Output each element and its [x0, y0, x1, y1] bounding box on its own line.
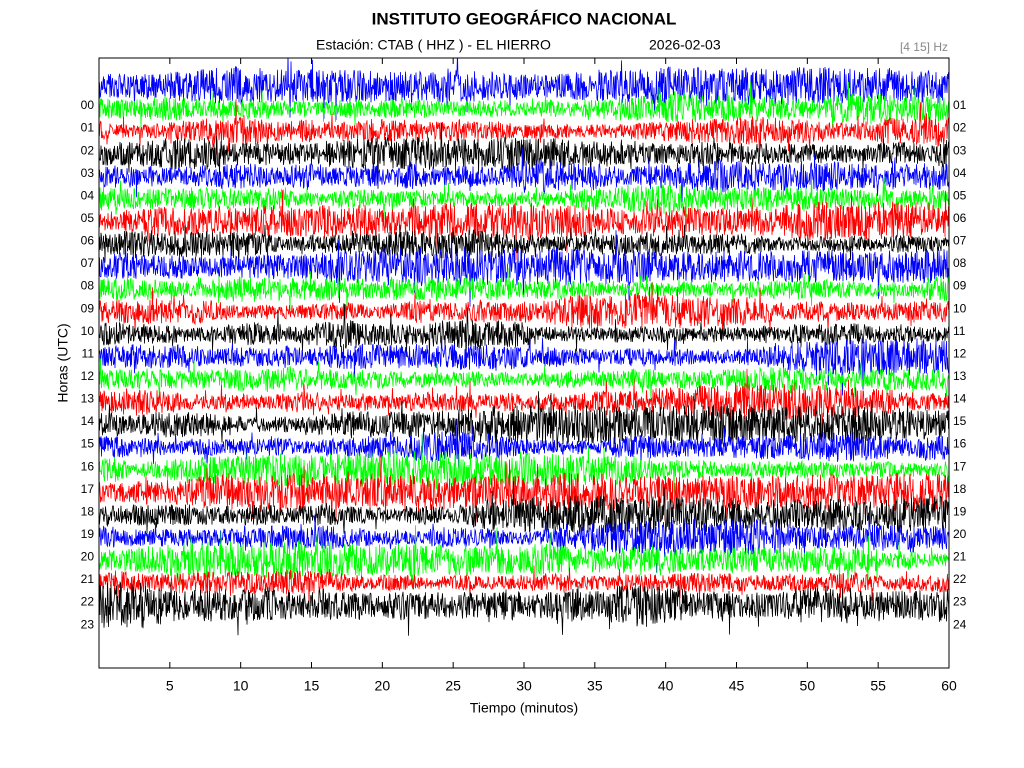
- hour-label-right: 21: [953, 550, 967, 564]
- hour-label-right: 05: [953, 188, 967, 202]
- hour-label-right: 10: [953, 301, 967, 315]
- hour-label-right: 14: [953, 392, 967, 406]
- x-tick-label: 10: [233, 678, 249, 694]
- hour-label-left: 01: [81, 121, 95, 135]
- trace: [99, 282, 949, 334]
- trace: [99, 173, 949, 220]
- trace: [99, 391, 949, 462]
- hour-label-left: 20: [81, 550, 95, 564]
- x-tick-label: 35: [587, 678, 603, 694]
- trace: [99, 224, 949, 268]
- trace: [99, 434, 949, 501]
- filter-label: [4 15] Hz: [900, 40, 948, 54]
- hour-label-right: 18: [953, 482, 967, 496]
- trace: [99, 122, 949, 189]
- hour-label-right: 06: [953, 211, 967, 225]
- hour-label-right: 22: [953, 572, 967, 586]
- trace: [99, 525, 949, 594]
- hour-label-left: 18: [81, 504, 95, 518]
- hour-label-left: 12: [81, 369, 95, 383]
- hour-label-left: 04: [81, 188, 95, 202]
- x-tick-label: 50: [800, 678, 816, 694]
- hour-label-left: 00: [81, 98, 95, 112]
- hour-label-left: 21: [81, 572, 95, 586]
- x-tick-label: 20: [375, 678, 391, 694]
- hour-label-right: 12: [953, 346, 967, 360]
- hour-label-left: 07: [81, 256, 95, 270]
- x-tick-label: 40: [658, 678, 674, 694]
- trace: [99, 334, 949, 396]
- trace: [99, 267, 949, 313]
- hour-label-left: 10: [81, 324, 95, 338]
- x-axis-label: Tiempo (minutos): [470, 700, 578, 716]
- hour-label-left: 09: [81, 301, 95, 315]
- hour-label-left: 19: [81, 527, 95, 541]
- hour-label-left: 22: [81, 595, 95, 609]
- hour-label-right: 19: [953, 504, 967, 518]
- hour-label-right: 20: [953, 527, 967, 541]
- hour-label-left: 15: [81, 437, 95, 451]
- x-tick-label: 15: [304, 678, 320, 694]
- trace: [99, 99, 949, 157]
- x-tick-label: 25: [445, 678, 461, 694]
- hour-label-right: 16: [953, 437, 967, 451]
- hour-label-right: 23: [953, 595, 967, 609]
- trace: [99, 368, 949, 438]
- trace: [99, 565, 949, 609]
- hour-label-left: 06: [81, 234, 95, 248]
- trace: [99, 358, 949, 404]
- trace: [99, 147, 949, 204]
- trace: [99, 510, 949, 573]
- x-tick-label: 45: [729, 678, 745, 694]
- hour-label-left: 05: [81, 211, 95, 225]
- x-tick-label: 60: [941, 678, 957, 694]
- hour-label-right: 15: [953, 414, 967, 428]
- hour-label-left: 02: [81, 143, 95, 157]
- hour-label-right: 17: [953, 459, 967, 473]
- trace: [99, 419, 949, 468]
- trace: [99, 303, 949, 363]
- hour-label-left: 03: [81, 166, 95, 180]
- hour-label-right: 01: [953, 98, 967, 112]
- hour-label-left: 17: [81, 482, 95, 496]
- hour-label-left: 11: [82, 346, 95, 360]
- trace: [99, 190, 949, 261]
- hour-label-left: 08: [81, 279, 95, 293]
- x-tick-label: 5: [166, 678, 174, 694]
- x-tick-label: 30: [516, 678, 532, 694]
- x-tick-label: 55: [870, 678, 886, 694]
- hour-label-right: 24: [953, 617, 967, 631]
- trace: [99, 58, 949, 121]
- hour-label-left: 14: [81, 414, 95, 428]
- trace: [99, 230, 949, 307]
- trace: [99, 481, 949, 549]
- trace: [99, 79, 949, 130]
- subtitle: Estación: CTAB ( HHZ ) - EL HIERRO: [316, 37, 551, 53]
- traces: [99, 58, 949, 636]
- hour-label-right: 11: [953, 324, 966, 338]
- trace: [99, 582, 949, 636]
- date: 2026-02-03: [649, 37, 721, 53]
- hour-label-right: 07: [953, 234, 967, 248]
- trace: [99, 453, 949, 535]
- hour-label-left: 16: [81, 459, 95, 473]
- chart-title: INSTITUTO GEOGRÁFICO NACIONAL: [372, 9, 677, 28]
- hour-label-left: 13: [81, 392, 95, 406]
- hour-label-right: 04: [953, 166, 967, 180]
- hour-label-right: 08: [953, 256, 967, 270]
- y-axis-label: Horas (UTC): [55, 323, 71, 402]
- hour-label-right: 02: [953, 121, 967, 135]
- hour-label-right: 03: [953, 143, 967, 157]
- hour-label-right: 09: [953, 279, 967, 293]
- hour-label-right: 13: [953, 369, 967, 383]
- hour-label-left: 23: [81, 617, 95, 631]
